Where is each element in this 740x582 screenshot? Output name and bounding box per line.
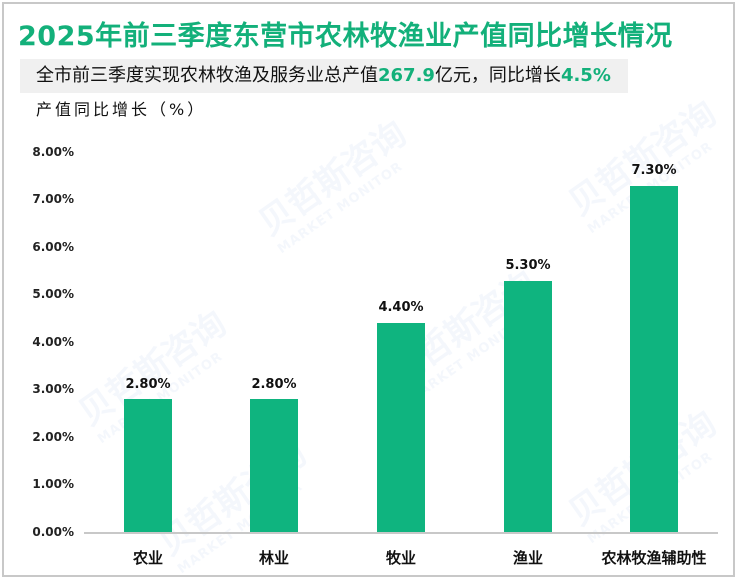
data-label: 7.30% <box>631 163 677 178</box>
chart-subtitle: 全市前三季度实现农林牧渔及服务业总产值267.9亿元，同比增长4.5% <box>20 59 628 93</box>
y-tick: 5.00% <box>32 287 74 301</box>
x-axis-line <box>84 532 718 534</box>
x-label: 牧业 <box>385 549 416 567</box>
data-label: 2.80% <box>251 377 297 392</box>
y-tick: 7.00% <box>32 192 74 206</box>
subtitle-text: 全市前三季度实现农林牧渔及服务业总产值 <box>36 65 378 86</box>
total-value: 267.9 <box>378 65 435 86</box>
subtitle-text: 亿元，同比增长 <box>434 65 561 86</box>
data-label: 5.30% <box>505 258 551 273</box>
x-label: 农业 <box>132 549 163 567</box>
y-tick: 1.00% <box>32 477 74 491</box>
y-tick: 2.00% <box>32 430 74 444</box>
x-label: 渔业 <box>512 549 543 567</box>
y-tick: 6.00% <box>32 240 74 254</box>
x-label: 农林牧渔辅助性 <box>601 549 707 567</box>
chart-title: 2025年前三季度东营市农林牧渔业产值同比增长情况 <box>18 21 673 52</box>
data-label: 2.80% <box>125 377 171 392</box>
y-tick: 4.00% <box>32 335 74 349</box>
bar-fishery <box>504 281 552 532</box>
data-label: 4.40% <box>378 300 424 315</box>
y-tick: 0.00% <box>32 525 74 539</box>
y-axis-label: 产值同比增长（%） <box>36 100 207 119</box>
bar-forestry <box>250 399 298 532</box>
growth-value: 4.5% <box>560 65 611 86</box>
y-tick: 8.00% <box>32 145 74 159</box>
y-tick: 3.00% <box>32 382 74 396</box>
bar-animal-husbandry <box>377 323 425 532</box>
bar-auxiliary-services <box>630 186 678 532</box>
bar-agriculture <box>124 399 172 532</box>
x-label: 林业 <box>258 549 289 567</box>
